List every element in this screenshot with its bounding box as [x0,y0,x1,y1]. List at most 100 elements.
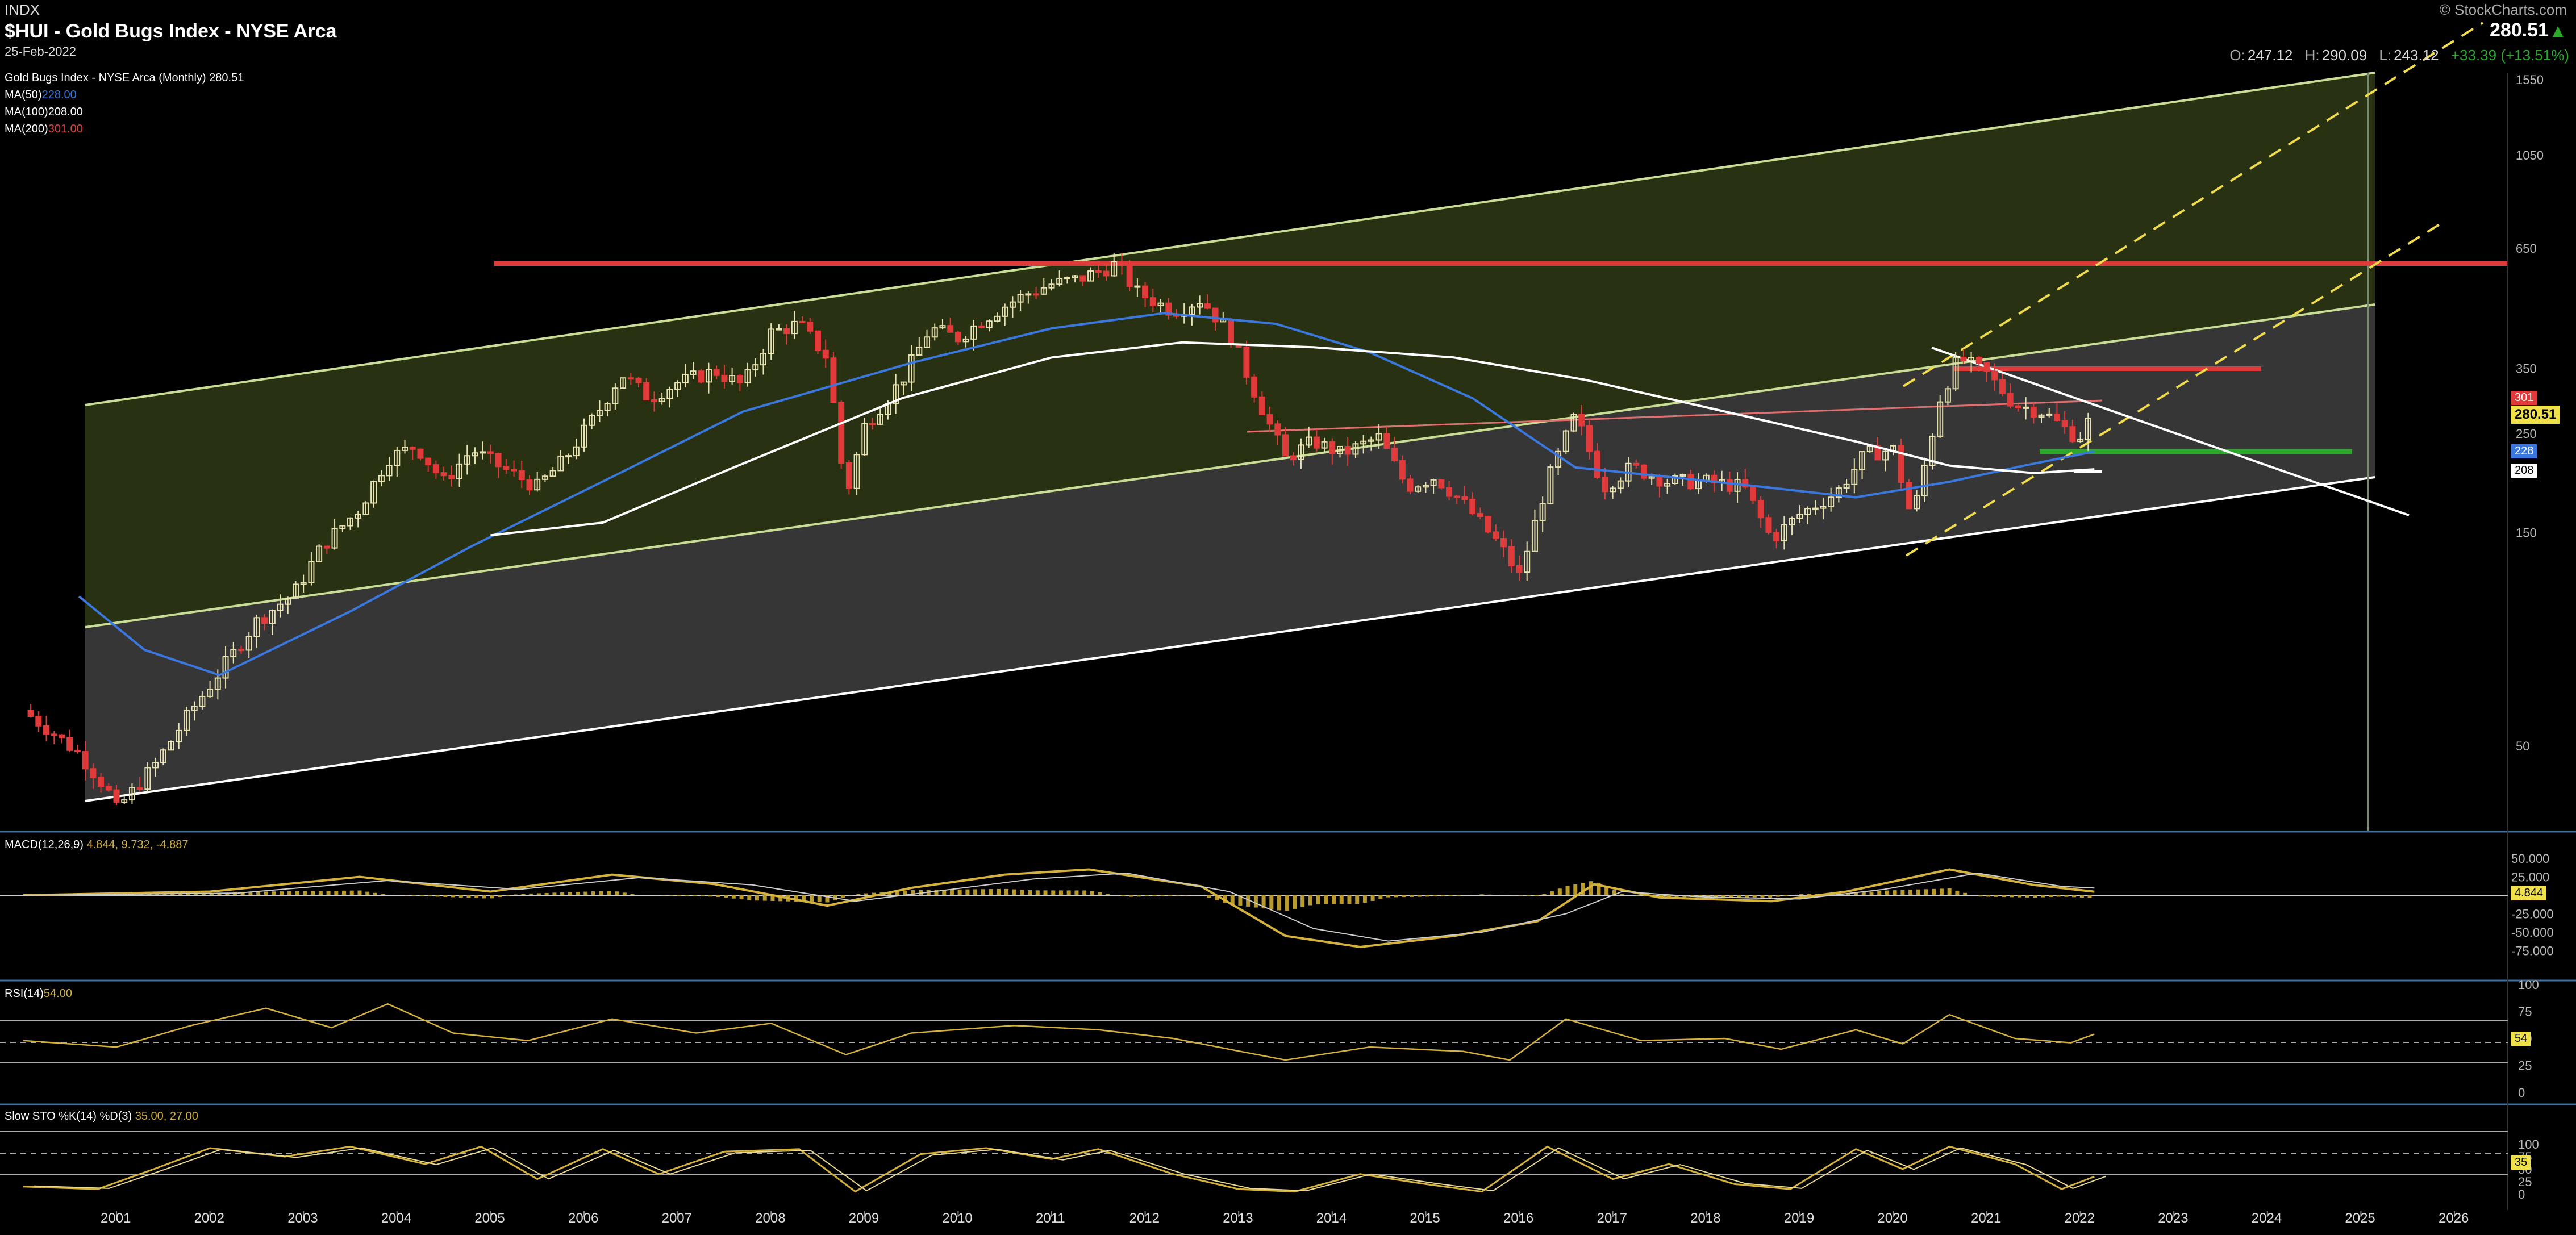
macd-histogram-bar [1674,895,1679,898]
candle-body [1547,466,1554,504]
candle-body [1056,278,1063,285]
candle-body [534,478,541,491]
candle-body [2077,439,2084,443]
macd-tick-label: 25.000 [2511,870,2549,884]
macd-histogram-bar [2064,895,2069,897]
candle-body [729,375,736,382]
candle-body [705,369,712,383]
macd-histogram-bar [521,894,526,895]
ma50-legend-label: MA(50) [5,89,42,101]
candle-body [168,741,174,751]
x-tick-label: 2010 [942,1211,972,1226]
candle-body [1757,499,1764,519]
candle-body [237,649,244,652]
candle-body [1570,414,1577,432]
macd-histogram-bar [139,894,144,895]
macd-histogram-bar [630,894,635,895]
candle-body [308,561,315,583]
price-tick-label: 350 [2516,361,2537,375]
macd-histogram-bar [1581,883,1585,895]
candle-body [1859,451,1866,470]
macd-histogram-bar [178,894,182,895]
macd-histogram-bar [615,891,619,895]
price-tick-label: 1050 [2516,148,2544,162]
candle-body [947,325,954,333]
price-tick-label: 650 [2516,241,2537,256]
macd-histogram-bar [1573,884,1578,895]
candle-body [1368,439,1374,442]
macd-histogram-bar [1519,895,1523,896]
candle-body [1812,507,1819,510]
candle-body [105,785,112,791]
x-tick-label: 2025 [2345,1211,2375,1226]
candle-body [1321,441,1328,449]
candle-body [160,749,166,763]
candle-body [1555,450,1562,468]
macd-values: 4.844, 9.732, -4.887 [86,838,189,851]
macd-histogram-bar [1799,894,1804,895]
candle-body [900,381,907,386]
candle-body [838,402,845,464]
candle-body [760,353,766,366]
candle-body [90,768,97,778]
macd-histogram-bar [256,891,261,895]
candle-body [472,452,478,457]
price-tick-label: 250 [2516,427,2537,441]
macd-histogram-bar [1760,895,1765,898]
candle-body [549,470,556,477]
candle-body [176,729,182,742]
candle-body [1009,301,1016,308]
candle-body [565,455,572,458]
price-axis: 1550 1050 650 350 250 150 50 [2516,73,2544,753]
candle-body [1664,482,1671,487]
candle-body [394,449,401,466]
macd-histogram-bar [1565,886,1570,895]
macd-histogram-bar [1869,891,1874,895]
candle-body [1493,531,1499,540]
candle-body [1134,285,1141,288]
candle-body [1531,520,1538,552]
candle-body [456,463,463,479]
candle-body [214,677,221,690]
macd-histogram-bar [1745,895,1749,898]
macd-histogram-bar [318,891,323,895]
candle-body [1048,283,1055,289]
macd-histogram-bar [435,895,440,897]
candle-body [612,387,619,404]
candle-body [736,375,743,383]
rsi-label: RSI(14)54.00 [5,987,72,1000]
candle-body [1781,524,1787,541]
candle-body [347,517,353,527]
macd-histogram-bar [147,894,152,895]
macd-histogram-bar [209,894,214,895]
macd-histogram-bar [1020,890,1024,895]
macd-histogram-bar [1370,895,1375,901]
macd-histogram-bar [778,895,783,902]
rsi-tick-label: 75 [2518,1005,2532,1019]
x-tick-label: 2005 [474,1211,505,1226]
macd-histogram-bar [1160,895,1165,896]
macd-histogram-bar [560,892,565,895]
candle-body [300,582,307,585]
macd-histogram-bar [903,890,907,895]
macd-histogram-bar [1557,888,1562,895]
ma100-legend-value: 208.00 [48,106,83,118]
candle-body [316,545,323,562]
macd-histogram-bar [1666,895,1671,898]
price-candles [27,252,2091,805]
macd-histogram-bar [326,891,331,895]
macd-histogram-bar [1316,895,1320,905]
sto-tag: 35 [2511,1155,2531,1170]
candle-body [1960,356,1967,361]
macd-histogram-bar [186,894,190,895]
macd-histogram-bar [458,895,463,898]
macd-histogram-bar [1137,895,1141,897]
macd-histogram-bar [583,891,588,895]
candle-body [1944,388,1951,403]
ma50-price-tag: 228 [2511,444,2537,458]
macd-histogram-bar [716,895,720,897]
candle-body [74,749,81,753]
macd-histogram-bar [2041,895,2045,898]
macd-tick-label: -25.000 [2511,907,2554,921]
last-price-tag: 280.51 [2511,406,2560,424]
